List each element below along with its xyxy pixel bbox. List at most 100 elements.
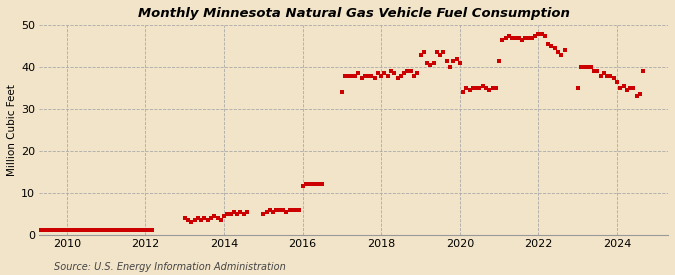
- Title: Monthly Minnesota Natural Gas Vehicle Fuel Consumption: Monthly Minnesota Natural Gas Vehicle Fu…: [138, 7, 570, 20]
- Point: [84, 228, 95, 233]
- Point: [362, 73, 373, 78]
- Point: [507, 36, 518, 40]
- Point: [229, 209, 240, 214]
- Point: [491, 86, 502, 90]
- Point: [353, 71, 364, 76]
- Point: [277, 207, 288, 212]
- Point: [45, 228, 56, 233]
- Point: [26, 228, 36, 233]
- Point: [61, 228, 72, 233]
- Point: [32, 228, 43, 233]
- Point: [137, 228, 148, 233]
- Point: [196, 218, 207, 222]
- Point: [75, 228, 86, 233]
- Point: [376, 73, 387, 78]
- Point: [281, 209, 292, 214]
- Point: [38, 228, 49, 233]
- Point: [422, 61, 433, 65]
- Point: [180, 216, 190, 220]
- Point: [340, 73, 350, 78]
- Point: [546, 44, 557, 48]
- Point: [242, 209, 252, 214]
- Point: [101, 228, 111, 233]
- Point: [559, 48, 570, 53]
- Point: [369, 75, 380, 80]
- Point: [258, 211, 269, 216]
- Point: [209, 214, 219, 218]
- Y-axis label: Million Cubic Feet: Million Cubic Feet: [7, 84, 17, 176]
- Point: [510, 36, 521, 40]
- Point: [468, 86, 479, 90]
- Point: [29, 228, 40, 233]
- Point: [487, 86, 498, 90]
- Point: [95, 228, 105, 233]
- Point: [523, 36, 534, 40]
- Point: [458, 90, 468, 95]
- Point: [297, 184, 308, 189]
- Point: [366, 73, 377, 78]
- Point: [35, 228, 46, 233]
- Point: [192, 216, 203, 220]
- Point: [111, 228, 122, 233]
- Point: [556, 53, 567, 57]
- Point: [72, 228, 82, 233]
- Point: [526, 36, 537, 40]
- Point: [124, 228, 134, 233]
- Point: [235, 209, 246, 214]
- Point: [451, 57, 462, 61]
- Point: [120, 228, 131, 233]
- Point: [543, 42, 554, 46]
- Point: [130, 228, 141, 233]
- Point: [383, 73, 394, 78]
- Point: [601, 73, 612, 78]
- Point: [634, 92, 645, 97]
- Point: [549, 46, 560, 51]
- Point: [274, 207, 285, 212]
- Point: [628, 86, 639, 90]
- Point: [317, 182, 327, 187]
- Point: [379, 71, 390, 76]
- Point: [536, 31, 547, 36]
- Point: [337, 90, 348, 95]
- Point: [415, 53, 426, 57]
- Point: [143, 228, 154, 233]
- Point: [238, 211, 249, 216]
- Point: [261, 209, 272, 214]
- Point: [134, 228, 144, 233]
- Point: [612, 79, 622, 84]
- Point: [22, 228, 33, 233]
- Point: [307, 182, 318, 187]
- Point: [484, 88, 495, 92]
- Point: [582, 65, 593, 69]
- Point: [438, 50, 449, 55]
- Point: [52, 228, 63, 233]
- Point: [589, 69, 599, 73]
- Point: [284, 207, 295, 212]
- Point: [405, 69, 416, 73]
- Point: [615, 86, 626, 90]
- Point: [146, 228, 157, 233]
- Point: [474, 86, 485, 90]
- Point: [638, 69, 649, 73]
- Point: [592, 69, 603, 73]
- Point: [300, 182, 311, 187]
- Point: [445, 65, 456, 69]
- Point: [396, 73, 406, 78]
- Point: [504, 34, 514, 38]
- Point: [310, 182, 321, 187]
- Point: [389, 71, 400, 76]
- Point: [199, 216, 210, 220]
- Point: [68, 228, 79, 233]
- Point: [65, 228, 76, 233]
- Point: [514, 36, 524, 40]
- Point: [271, 207, 282, 212]
- Point: [441, 59, 452, 63]
- Point: [579, 65, 590, 69]
- Point: [140, 228, 151, 233]
- Point: [314, 182, 325, 187]
- Point: [585, 65, 596, 69]
- Point: [183, 218, 194, 222]
- Point: [412, 71, 423, 76]
- Point: [533, 31, 544, 36]
- Point: [189, 218, 200, 222]
